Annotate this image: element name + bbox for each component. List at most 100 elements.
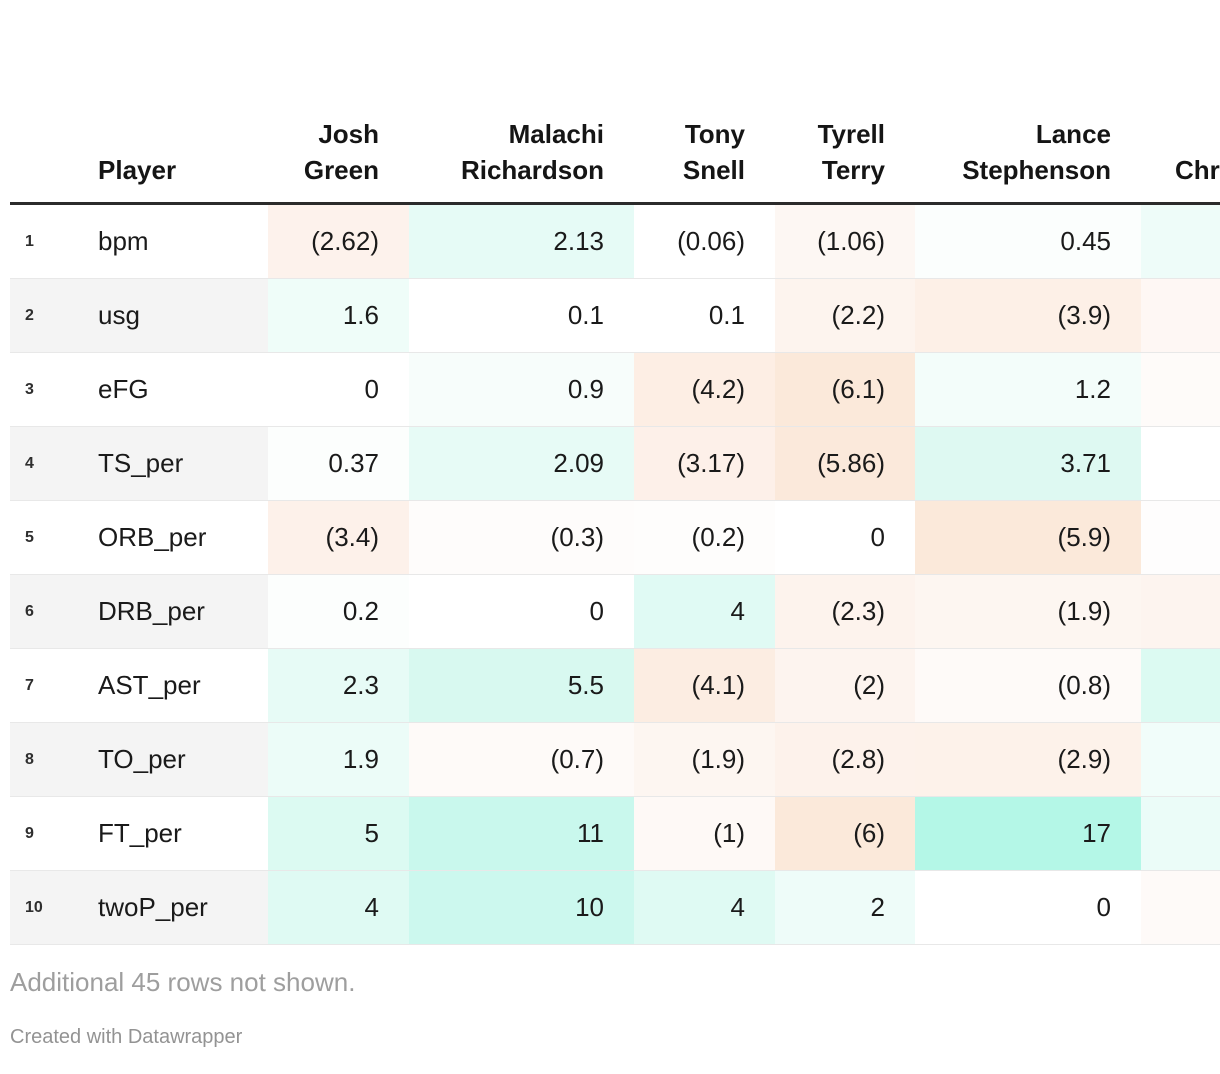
table-row: 1 bpm (2.62) 2.13 (0.06) (1.06) 0.45 bbox=[10, 205, 1220, 279]
table-row: 8 TO_per 1.9 (0.7) (1.9) (2.8) (2.9) bbox=[10, 723, 1220, 797]
table-header-row: Player Josh Green Malachi Richardson Tony S… bbox=[10, 100, 1220, 205]
value-cell: (3.9) bbox=[915, 279, 1141, 352]
value-cell: 0.2 bbox=[268, 575, 409, 648]
value-cell: (0.7) bbox=[409, 723, 634, 796]
table-row: 2 usg 1.6 0.1 0.1 (2.2) (3.9) bbox=[10, 279, 1220, 353]
rows-not-shown-note: Additional 45 rows not shown. bbox=[10, 967, 356, 997]
value-cell: (2) bbox=[775, 649, 915, 722]
value-cell: 0 bbox=[409, 575, 634, 648]
value-cell: (3.4) bbox=[268, 501, 409, 574]
column-header-lance-stephenson: Lance Stephenson bbox=[962, 119, 1111, 185]
value-cell: (5.9) bbox=[915, 501, 1141, 574]
row-number: 4 bbox=[10, 427, 90, 500]
value-cell: (6) bbox=[775, 797, 915, 870]
row-number: 5 bbox=[25, 528, 34, 546]
value-cell: (3.17) bbox=[634, 427, 775, 500]
value-cell: (0.3) bbox=[409, 501, 634, 574]
value-cell: (1.9) bbox=[915, 575, 1141, 648]
value-cell bbox=[1141, 575, 1220, 648]
value-cell: 2.13 bbox=[409, 205, 634, 278]
column-header-malachi-richardson: Malachi Richardson bbox=[460, 119, 604, 185]
value-cell: 0.37 bbox=[268, 427, 409, 500]
value-cell: (4.1) bbox=[634, 649, 775, 722]
value-cell bbox=[1141, 797, 1220, 870]
row-number: 9 bbox=[25, 824, 34, 842]
value-cell: 0.1 bbox=[634, 279, 775, 352]
value-cell: 1.2 bbox=[915, 353, 1141, 426]
value-cell: (2.8) bbox=[775, 723, 915, 796]
value-cell: 3.71 bbox=[915, 427, 1141, 500]
value-cell bbox=[1141, 205, 1220, 278]
value-cell bbox=[1141, 427, 1220, 500]
row-number: 8 bbox=[10, 723, 90, 796]
stat-name: TO_per bbox=[90, 723, 268, 796]
value-cell bbox=[1141, 871, 1220, 944]
row-number: 1 bbox=[25, 232, 34, 250]
table-row: 5 ORB_per (3.4) (0.3) (0.2) 0 (5.9) bbox=[10, 501, 1220, 575]
table-row: 6 DRB_per 0.2 0 4 (2.3) (1.9) bbox=[10, 575, 1220, 649]
table-row: 9 FT_per 5 11 (1) (6) 17 bbox=[10, 797, 1220, 871]
stat-name: TS_per bbox=[90, 427, 268, 500]
value-cell: 4 bbox=[634, 871, 775, 944]
value-cell: (0.2) bbox=[634, 501, 775, 574]
value-cell bbox=[1141, 279, 1220, 352]
row-number: 6 bbox=[10, 575, 90, 648]
value-cell: 4 bbox=[634, 575, 775, 648]
row-number: 3 bbox=[25, 380, 34, 398]
row-number: 10 bbox=[10, 871, 90, 944]
table-row: 10 twoP_per 4 10 4 2 0 bbox=[10, 871, 1220, 945]
value-cell: 4 bbox=[268, 871, 409, 944]
column-header-player: Player bbox=[98, 155, 177, 185]
value-cell: 1.6 bbox=[268, 279, 409, 352]
value-cell: (2.3) bbox=[775, 575, 915, 648]
value-cell: 5.5 bbox=[409, 649, 634, 722]
table-row: 3 eFG 0 0.9 (4.2) (6.1) 1.2 bbox=[10, 353, 1220, 427]
stat-name: AST_per bbox=[98, 670, 201, 700]
value-cell: 5 bbox=[268, 797, 409, 870]
column-header-tony-snell: Tony Snell bbox=[682, 119, 745, 185]
value-cell bbox=[1141, 353, 1220, 426]
stat-name: eFG bbox=[98, 374, 149, 404]
value-cell: (1) bbox=[634, 797, 775, 870]
table-row: 7 AST_per 2.3 5.5 (4.1) (2) (0.8) bbox=[10, 649, 1220, 723]
row-number: 2 bbox=[10, 279, 90, 352]
value-cell: 0.1 bbox=[409, 279, 634, 352]
stat-name: ORB_per bbox=[98, 522, 207, 552]
value-cell: 0 bbox=[775, 501, 915, 574]
value-cell: 11 bbox=[409, 797, 634, 870]
column-header-josh-green: Josh Green bbox=[303, 119, 379, 185]
row-number: 7 bbox=[25, 676, 34, 694]
value-cell: 2 bbox=[775, 871, 915, 944]
table-row: 4 TS_per 0.37 2.09 (3.17) (5.86) 3.71 bbox=[10, 427, 1220, 501]
stat-name: DRB_per bbox=[90, 575, 268, 648]
stat-name: FT_per bbox=[98, 818, 182, 848]
value-cell: 1.9 bbox=[268, 723, 409, 796]
value-cell: 10 bbox=[409, 871, 634, 944]
value-cell: 2.3 bbox=[268, 649, 409, 722]
value-cell: (2.2) bbox=[775, 279, 915, 352]
value-cell bbox=[1141, 501, 1220, 574]
datawrapper-attribution[interactable]: Created with Datawrapper bbox=[10, 1026, 243, 1048]
stat-name: usg bbox=[90, 279, 268, 352]
value-cell: (0.06) bbox=[634, 205, 775, 278]
value-cell: (0.8) bbox=[915, 649, 1141, 722]
column-header-tyrell-terry: Tyrell Terry bbox=[817, 119, 885, 185]
value-cell: 0.9 bbox=[409, 353, 634, 426]
datawrapper-table-chart: Player Josh Green Malachi Richardson Tony S… bbox=[10, 100, 1220, 1048]
value-cell bbox=[1141, 723, 1220, 796]
stat-name: bpm bbox=[98, 226, 149, 256]
value-cell: (6.1) bbox=[775, 353, 915, 426]
value-cell: 0 bbox=[915, 871, 1141, 944]
stats-table: Player Josh Green Malachi Richardson Tony S… bbox=[10, 100, 1220, 945]
value-cell: (1.9) bbox=[634, 723, 775, 796]
value-cell: 0 bbox=[268, 353, 409, 426]
value-cell: 2.09 bbox=[409, 427, 634, 500]
table-body: 1 bpm (2.62) 2.13 (0.06) (1.06) 0.45 2 usg 1.6 0.1… bbox=[10, 205, 1220, 945]
value-cell: 17 bbox=[915, 797, 1141, 870]
column-header-chr: Chr bbox=[1175, 155, 1220, 185]
value-cell: (1.06) bbox=[775, 205, 915, 278]
value-cell: 0.45 bbox=[915, 205, 1141, 278]
value-cell: (5.86) bbox=[775, 427, 915, 500]
value-cell: (4.2) bbox=[634, 353, 775, 426]
stat-name: twoP_per bbox=[90, 871, 268, 944]
